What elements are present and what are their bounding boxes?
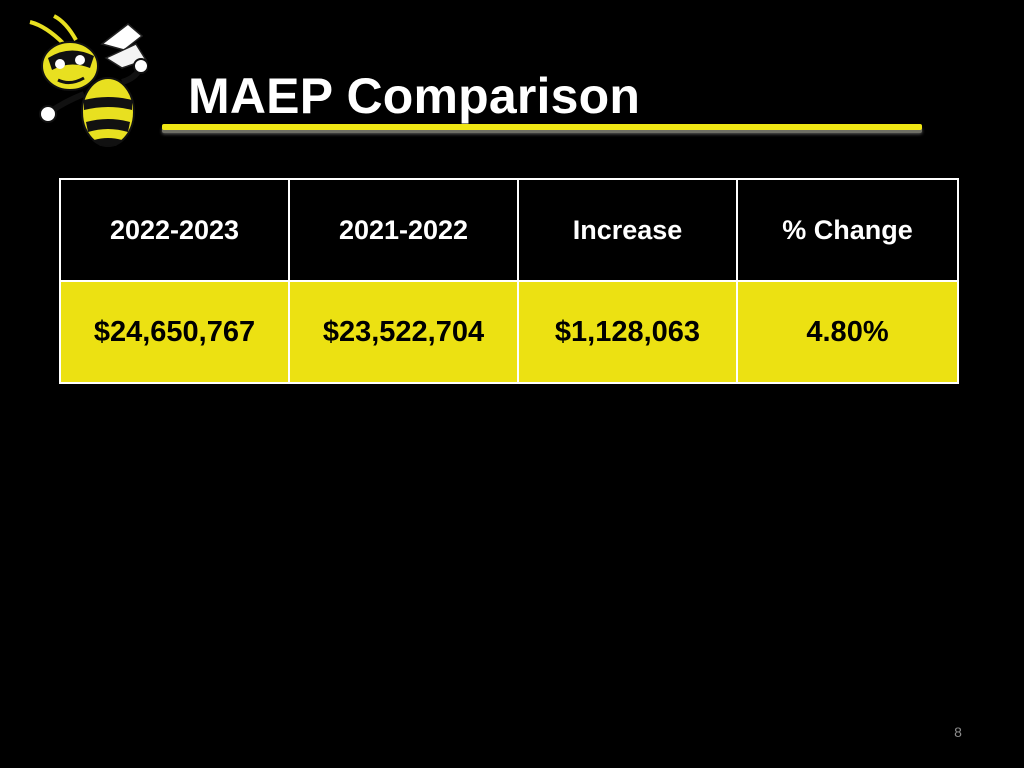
value-percent-change: 4.80% <box>736 280 959 384</box>
table-row: $24,650,767 $23,522,704 $1,128,063 4.80% <box>59 280 959 384</box>
value-2021-2022: $23,522,704 <box>288 280 519 384</box>
header-2021-2022: 2021-2022 <box>288 178 519 282</box>
header-increase: Increase <box>517 178 738 282</box>
header-percent-change: % Change <box>736 178 959 282</box>
slide-title: MAEP Comparison <box>188 68 641 124</box>
table-header-row: 2022-2023 2021-2022 Increase % Change <box>59 178 959 282</box>
value-increase: $1,128,063 <box>517 280 738 384</box>
title-underline <box>162 124 922 130</box>
maep-comparison-table: 2022-2023 2021-2022 Increase % Change $2… <box>59 178 959 384</box>
yellow-jacket-mascot-logo <box>29 14 148 147</box>
header-2022-2023: 2022-2023 <box>59 178 290 282</box>
value-2022-2023: $24,650,767 <box>59 280 290 384</box>
page-number: 8 <box>954 724 962 740</box>
